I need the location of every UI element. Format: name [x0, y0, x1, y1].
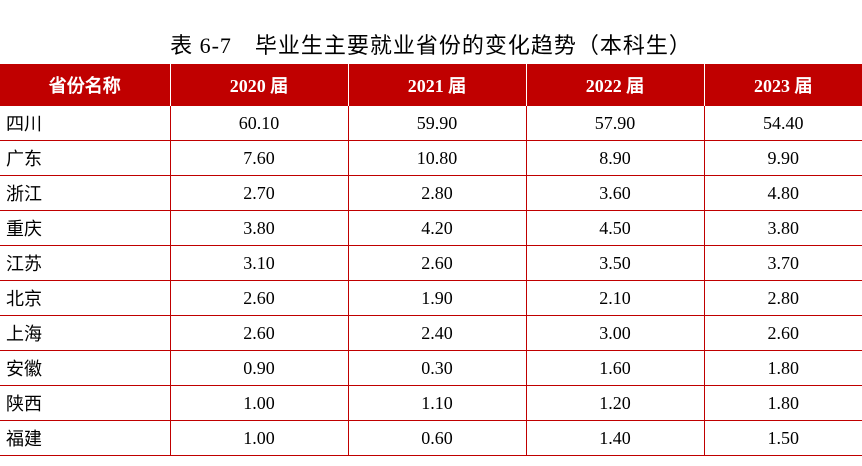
value-cell: 1.20: [525, 385, 705, 421]
table-row: 福建 1.00 0.60 1.40 1.50: [0, 420, 862, 456]
value-cell: 3.50: [525, 245, 705, 281]
value-cell: 2.80: [703, 280, 862, 316]
table-body: 四川 60.10 59.90 57.90 54.40 广东 7.60 10.80 8.90 9.9…: [0, 106, 862, 456]
table-row: 陕西 1.00 1.10 1.20 1.80: [0, 385, 862, 421]
value-cell: 8.90: [525, 140, 705, 176]
value-cell: 3.00: [525, 315, 705, 351]
value-cell: 1.80: [703, 385, 862, 421]
value-cell: 2.60: [703, 315, 862, 351]
value-cell: 3.80: [169, 210, 349, 246]
value-cell: 0.30: [347, 350, 527, 386]
value-cell: 59.90: [347, 106, 527, 141]
value-cell: 1.60: [525, 350, 705, 386]
value-cell: 57.90: [525, 106, 705, 141]
table-row: 浙江 2.70 2.80 3.60 4.80: [0, 175, 862, 211]
value-cell: 1.90: [347, 280, 527, 316]
province-cell: 江苏: [0, 245, 171, 281]
province-cell: 广东: [0, 140, 171, 176]
value-cell: 2.80: [347, 175, 527, 211]
value-cell: 10.80: [347, 140, 527, 176]
header-cell: 2023 届: [703, 64, 862, 106]
value-cell: 2.10: [525, 280, 705, 316]
table-row: 重庆 3.80 4.20 4.50 3.80: [0, 210, 862, 246]
province-cell: 北京: [0, 280, 171, 316]
header-cell: 省份名称: [0, 64, 170, 106]
province-cell: 四川: [0, 106, 171, 141]
value-cell: 4.80: [703, 175, 862, 211]
table-row: 安徽 0.90 0.30 1.60 1.80: [0, 350, 862, 386]
header-cell: 2020 届: [169, 64, 348, 106]
value-cell: 0.90: [169, 350, 349, 386]
table-title: 表 6-7 毕业生主要就业省份的变化趋势（本科生）: [170, 33, 692, 58]
value-cell: 1.50: [703, 420, 862, 456]
value-cell: 3.60: [525, 175, 705, 211]
table-row: 广东 7.60 10.80 8.90 9.90: [0, 140, 862, 176]
value-cell: 1.80: [703, 350, 862, 386]
value-cell: 54.40: [703, 106, 862, 141]
data-table: 省份名称 2020 届 2021 届 2022 届 2023 届 四川 60.10 59.9…: [0, 64, 862, 456]
province-cell: 重庆: [0, 210, 171, 246]
value-cell: 2.60: [169, 315, 349, 351]
header-cell: 2022 届: [525, 64, 704, 106]
value-cell: 1.10: [347, 385, 527, 421]
province-cell: 上海: [0, 315, 171, 351]
value-cell: 3.70: [703, 245, 862, 281]
value-cell: 2.40: [347, 315, 527, 351]
header-cell: 2021 届: [347, 64, 526, 106]
value-cell: 3.10: [169, 245, 349, 281]
table-row: 上海 2.60 2.40 3.00 2.60: [0, 315, 862, 351]
value-cell: 9.90: [703, 140, 862, 176]
value-cell: 60.10: [169, 106, 349, 141]
province-cell: 陕西: [0, 385, 171, 421]
value-cell: 2.60: [169, 280, 349, 316]
value-cell: 1.40: [525, 420, 705, 456]
value-cell: 4.50: [525, 210, 705, 246]
value-cell: 2.70: [169, 175, 349, 211]
value-cell: 1.00: [169, 385, 349, 421]
value-cell: 0.60: [347, 420, 527, 456]
value-cell: 7.60: [169, 140, 349, 176]
province-cell: 浙江: [0, 175, 171, 211]
value-cell: 1.00: [169, 420, 349, 456]
province-cell: 安徽: [0, 350, 171, 386]
value-cell: 4.20: [347, 210, 527, 246]
table-row: 四川 60.10 59.90 57.90 54.40: [0, 106, 862, 141]
value-cell: 2.60: [347, 245, 527, 281]
value-cell: 3.80: [703, 210, 862, 246]
header-row: 省份名称 2020 届 2021 届 2022 届 2023 届: [0, 64, 862, 106]
table-row: 江苏 3.10 2.60 3.50 3.70: [0, 245, 862, 281]
province-cell: 福建: [0, 420, 171, 456]
table-row: 北京 2.60 1.90 2.10 2.80: [0, 280, 862, 316]
